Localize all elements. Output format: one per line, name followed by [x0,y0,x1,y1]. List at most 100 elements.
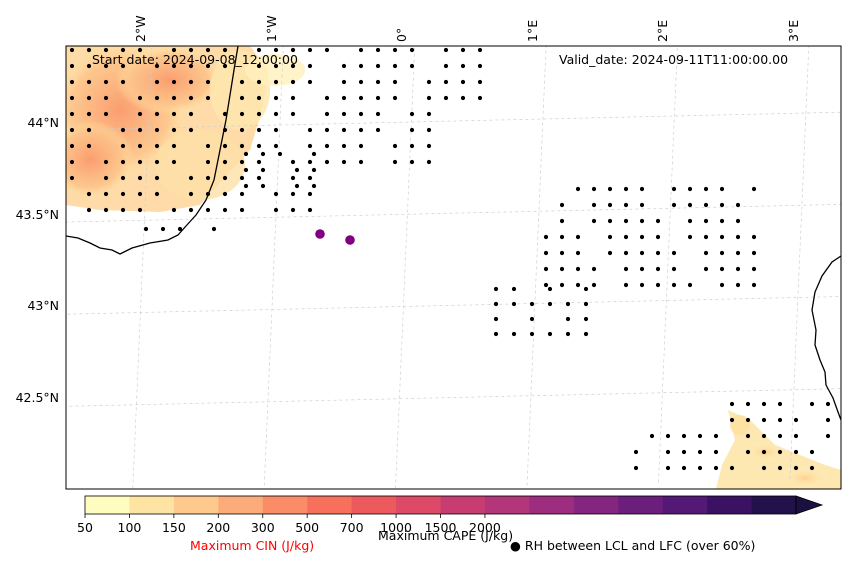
rh-dot [794,450,798,454]
rh-dot [560,267,564,271]
rh-dot [530,302,534,306]
rh-dot [342,160,346,164]
cape-label: Maximum CAPE (J/kg) [378,528,513,543]
rh-dot [70,160,74,164]
rh-dot [257,96,261,100]
rh-dot [325,144,329,148]
rh-dot [70,128,74,132]
rh-dot [688,219,692,223]
rh-dot [87,80,91,84]
rh-dot [826,402,830,406]
rh-dot [257,80,261,84]
rh-dot [70,144,74,148]
rh-dot [746,418,750,422]
rh-dot [70,64,74,68]
rh-dot [714,450,718,454]
rh-dot [560,219,564,223]
rh-dot [376,48,380,52]
rh-dot [308,160,312,164]
rh-dot [778,450,782,454]
rh-dot [566,332,570,336]
rh-dot [608,219,612,223]
rh-dot [410,64,414,68]
rh-dot [87,64,91,68]
rh-dot [656,235,660,239]
rh-dot [393,48,397,52]
rh-dot [640,235,644,239]
rh-dot [666,466,670,470]
rh-dot [746,402,750,406]
rh-dot [291,208,295,212]
colorbar-bin [752,496,797,514]
rh-dot [291,112,295,116]
rh-dot [427,80,431,84]
colorbar-bin [307,496,352,514]
rh-dot [206,144,210,148]
latitude-label: 42.5°N [16,390,59,405]
rh-dot [461,96,465,100]
rh-dot [312,184,316,188]
rh-dot [257,144,261,148]
rh-dot [206,192,210,196]
rh-dot [359,96,363,100]
rh-dot [223,176,227,180]
rh-dot [640,267,644,271]
longitude-label: 1°W [264,15,279,42]
rh-dot [736,235,740,239]
rh-dot [640,219,644,223]
rh-dot [410,144,414,148]
rh-dot [624,235,628,239]
rh-dot [656,283,660,287]
rh-dot [240,80,244,84]
rh-dot [444,96,448,100]
rh-dot [478,64,482,68]
rh-dot [778,402,782,406]
rh-dot [720,219,724,223]
rh-dot [530,317,534,321]
rh-dot [308,128,312,132]
rh-dot [121,176,125,180]
rh-dot [584,287,588,291]
rh-dot [640,251,644,255]
rh-dot [342,64,346,68]
rh-dot [494,302,498,306]
rh-dot [70,112,74,116]
rh-dot [393,96,397,100]
rh-dot [762,466,766,470]
rh-dot [672,283,676,287]
rh-dot [444,80,448,84]
rh-dot [359,128,363,132]
rh-dot [189,96,193,100]
colorbar-bin [85,496,130,514]
rh-dot [544,283,548,287]
rh-dot [87,128,91,132]
rh-dot [478,96,482,100]
rh-dot [376,96,380,100]
rh-dot [544,267,548,271]
rh-dot [624,283,628,287]
rh-dot [206,176,210,180]
rh-dot [698,434,702,438]
rh-dot [138,208,142,212]
meridian-line [527,27,547,488]
colorbar-tick-label: 150 [162,520,186,535]
rh-dot [261,152,265,156]
rh-dot [584,302,588,306]
rh-dot [240,96,244,100]
rh-dot [223,208,227,212]
rh-dot [778,466,782,470]
rh-dot [698,450,702,454]
rh-dot [752,267,756,271]
rh-dot [512,287,516,291]
rh-dot [720,283,724,287]
rh-dot [624,219,628,223]
rh-dot [634,466,638,470]
rh-dot [87,208,91,212]
rh-dot [325,112,329,116]
rh-dot [291,176,295,180]
rh-dot [138,128,142,132]
rh-dot [308,208,312,212]
rh-dot [560,203,564,207]
rh-dot [308,80,312,84]
rh-dot [155,80,159,84]
